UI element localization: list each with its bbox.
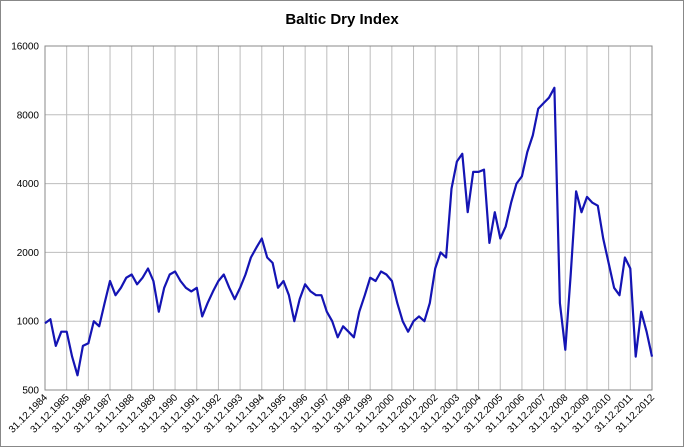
- y-tick-label: 2000: [17, 248, 40, 259]
- y-tick-label: 500: [22, 386, 39, 397]
- plot-border: [44, 45, 653, 391]
- y-tick-label: 16000: [11, 42, 39, 53]
- chart-title: Baltic Dry Index: [285, 11, 399, 28]
- data-line: [44, 86, 654, 377]
- y-tick-label: 1000: [17, 317, 40, 328]
- y-tick-label: 8000: [17, 110, 40, 121]
- y-tick-label: 4000: [17, 179, 40, 190]
